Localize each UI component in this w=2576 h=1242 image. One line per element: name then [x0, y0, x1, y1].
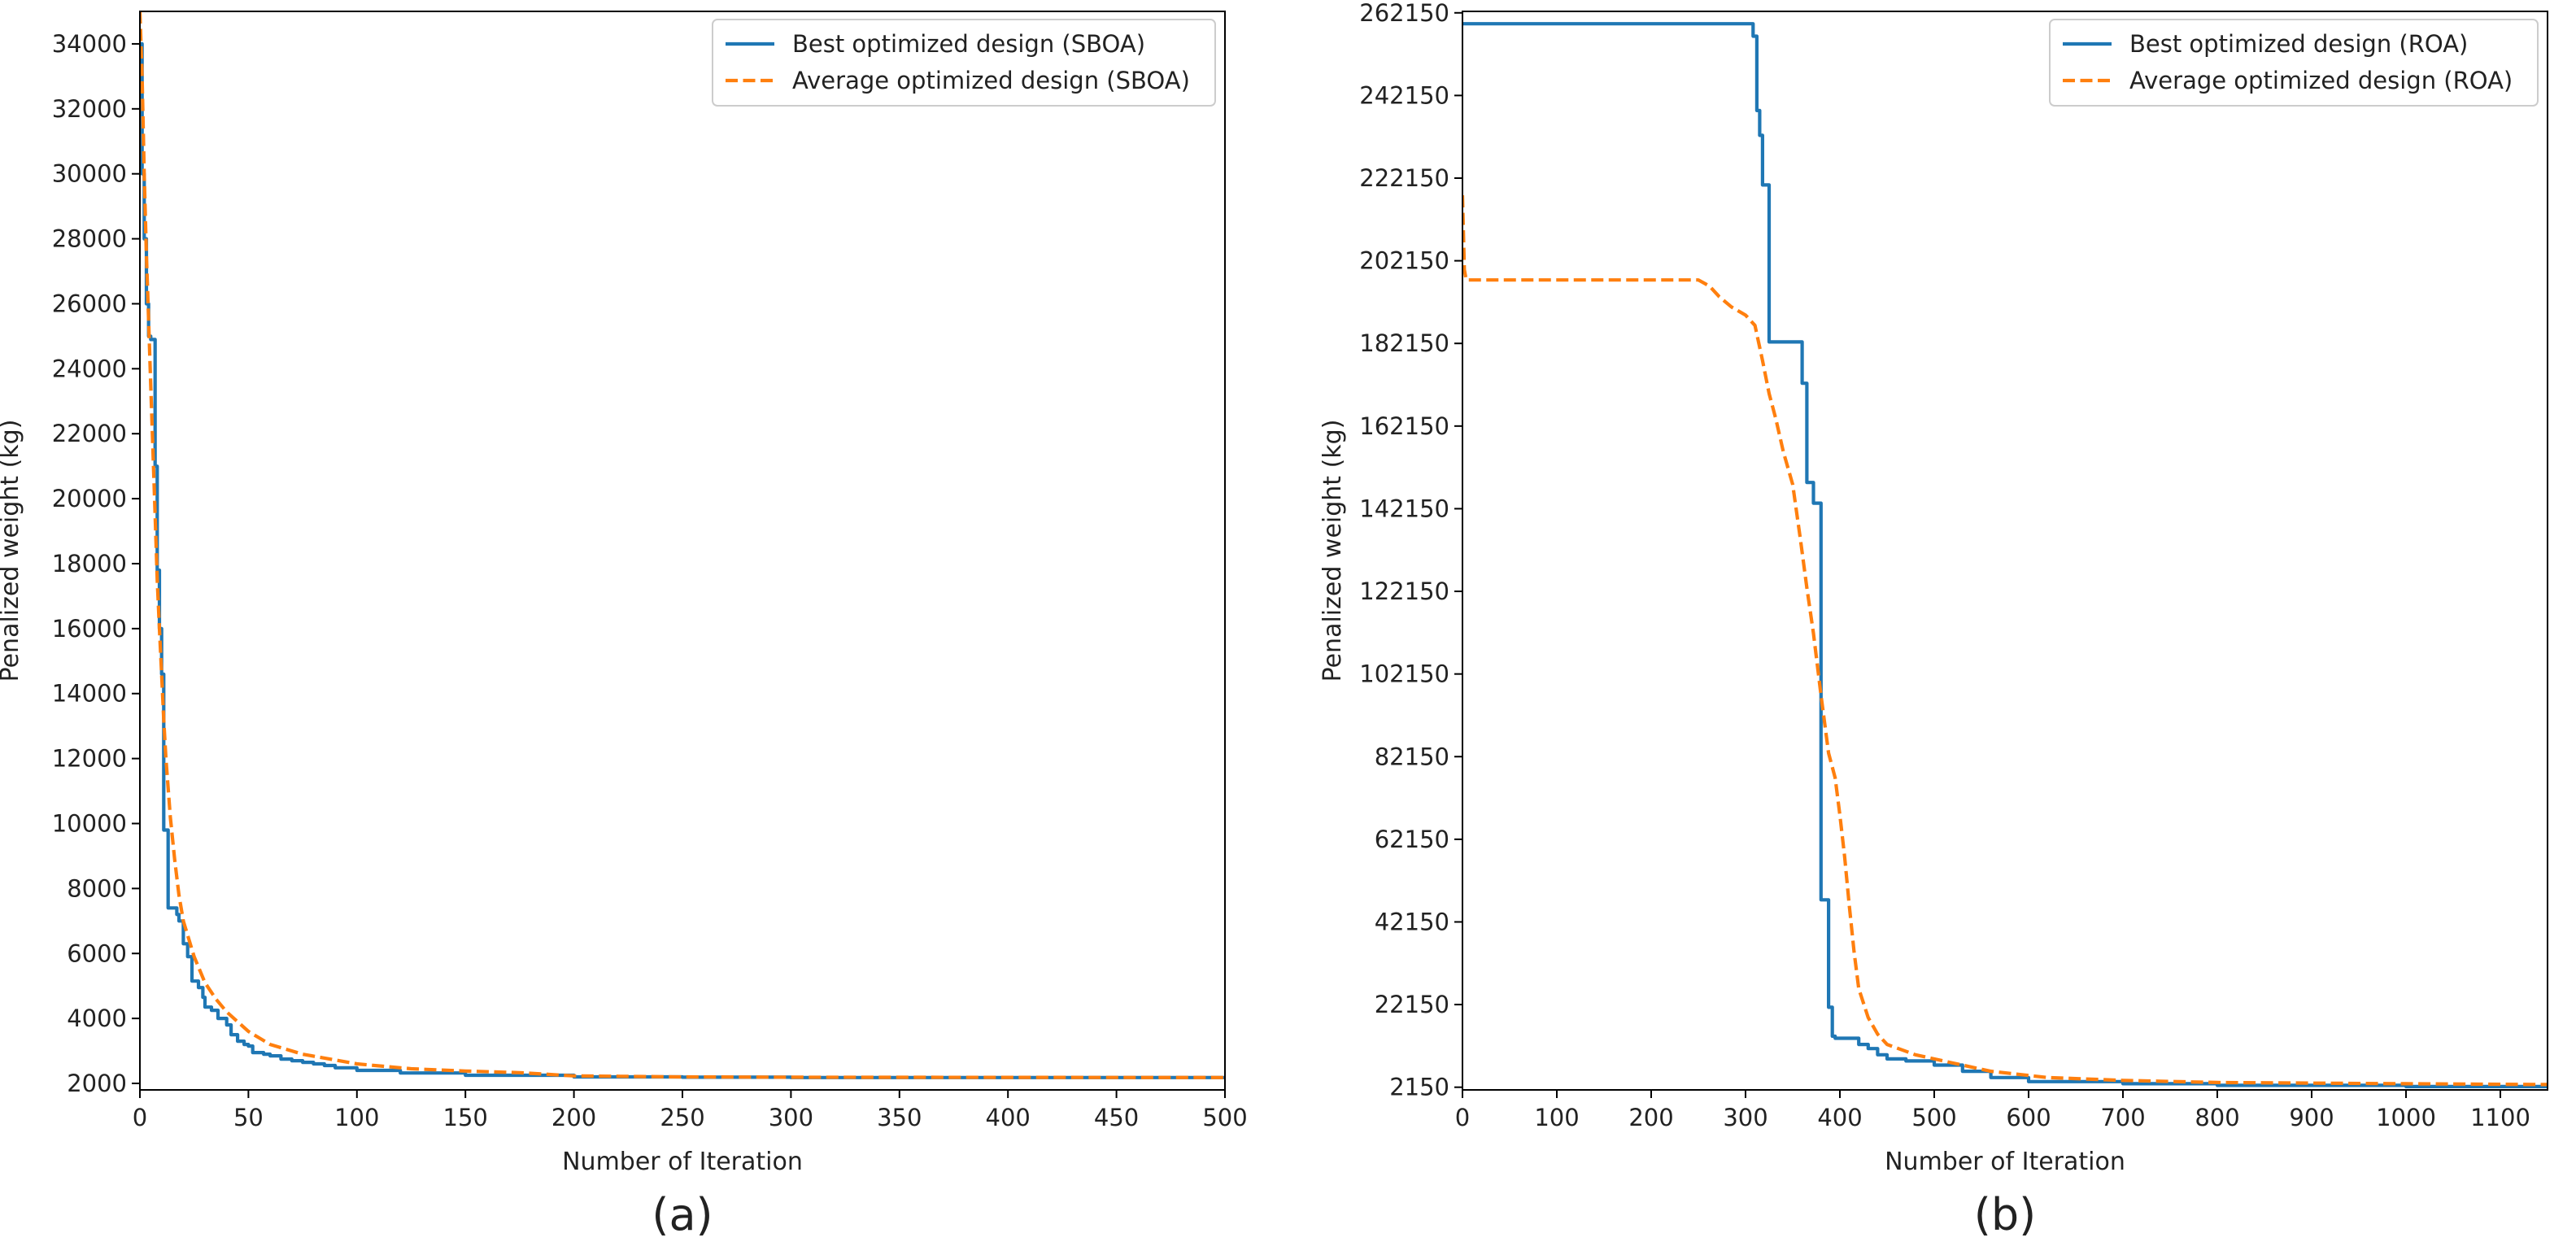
y-tick-label: 82150 — [1375, 743, 1449, 770]
y-axis-b: 2150 22150 42150 62150 82150 102150 122150 1421… — [1359, 0, 1462, 1101]
y-tick-label: 182150 — [1359, 329, 1449, 357]
y-tick-label: 122150 — [1359, 577, 1449, 605]
y-tick-label: 32000 — [52, 95, 127, 123]
x-tick-label: 250 — [660, 1104, 704, 1131]
chart-panel-a: 0 50 100 150 200 250 300 350 400 450 500 2000 4000 6… — [0, 11, 1248, 1240]
x-tick-label: 350 — [877, 1104, 922, 1131]
x-tick-label: 0 — [133, 1104, 147, 1131]
y-tick-label: 42150 — [1375, 908, 1449, 935]
x-axis-b: 0 100 200 300 400 500 600 700 800 900 1000 1100 — [1455, 1090, 2530, 1131]
y-tick-label: 4000 — [67, 1004, 127, 1032]
legend-label-best-a: Best optimized design (SBOA) — [792, 30, 1145, 58]
y-tick-label: 8000 — [67, 874, 127, 902]
x-tick-label: 800 — [2195, 1104, 2239, 1131]
y-tick-label: 20000 — [52, 485, 127, 512]
legend-b: Best optimized design (ROA) Average opti… — [2049, 19, 2539, 107]
series-layer-a — [140, 11, 1225, 1079]
x-axis-a: 0 50 100 150 200 250 300 350 400 450 500 — [133, 1090, 1248, 1131]
y-tick-label: 162150 — [1359, 412, 1449, 440]
series-line-average-a — [140, 11, 1225, 1079]
panel-label-a: (a) — [652, 1189, 713, 1240]
y-tick-label: 22150 — [1375, 991, 1449, 1018]
x-tick-label: 200 — [551, 1104, 596, 1131]
y-tick-label: 202150 — [1359, 247, 1449, 275]
y-tick-label: 10000 — [52, 809, 127, 837]
y-tick-label: 26000 — [52, 290, 127, 317]
y-tick-label: 262150 — [1359, 0, 1449, 27]
legend-label-average-b: Average optimized design (ROA) — [2129, 67, 2513, 94]
chart-panel-b: 0 100 200 300 400 500 600 700 800 900 1000 1100 215… — [1319, 0, 2548, 1240]
y-tick-label: 16000 — [52, 615, 127, 643]
series-line-best-a — [140, 41, 1225, 1079]
plot-frame-a — [139, 11, 1226, 1091]
series-line-average-b — [1462, 195, 2548, 1087]
series-line-best-b — [1462, 22, 2548, 1088]
y-axis-label-a: Penalized weight (kg) — [0, 420, 24, 682]
legend-label-average-a: Average optimized design (SBOA) — [792, 67, 1190, 94]
x-tick-label: 450 — [1094, 1104, 1139, 1131]
x-tick-label: 400 — [1817, 1104, 1862, 1131]
legend-label-best-b: Best optimized design (ROA) — [2129, 30, 2468, 58]
y-axis-label-b: Penalized weight (kg) — [1319, 420, 1347, 682]
x-tick-label: 1000 — [2376, 1104, 2436, 1131]
legend-box-b — [2049, 19, 2539, 107]
x-tick-label: 700 — [2100, 1104, 2145, 1131]
x-tick-label: 400 — [986, 1104, 1031, 1131]
y-tick-label: 6000 — [67, 939, 127, 967]
x-tick-label: 1100 — [2470, 1104, 2530, 1131]
plot-frame-b — [1462, 11, 2548, 1091]
x-tick-label: 300 — [1723, 1104, 1767, 1131]
y-tick-label: 18000 — [52, 550, 127, 577]
x-tick-label: 300 — [769, 1104, 813, 1131]
y-tick-label: 34000 — [52, 30, 127, 58]
y-tick-label: 22000 — [52, 420, 127, 447]
series-layer-b — [1462, 22, 2548, 1088]
x-tick-label: 600 — [2006, 1104, 2051, 1131]
y-tick-label: 2150 — [1389, 1074, 1449, 1101]
y-tick-label: 14000 — [52, 680, 127, 708]
x-tick-label: 100 — [1534, 1104, 1579, 1131]
y-tick-label: 242150 — [1359, 81, 1449, 109]
y-tick-label: 2000 — [67, 1070, 127, 1097]
y-tick-label: 142150 — [1359, 495, 1449, 522]
y-tick-label: 102150 — [1359, 660, 1449, 688]
x-tick-label: 150 — [443, 1104, 488, 1131]
x-tick-label: 500 — [1202, 1104, 1247, 1131]
y-tick-label: 24000 — [52, 355, 127, 382]
panel-label-b: (b) — [1974, 1189, 2036, 1240]
legend-box-a — [712, 19, 1216, 107]
x-tick-label: 0 — [1455, 1104, 1470, 1131]
y-tick-label: 222150 — [1359, 164, 1449, 192]
y-tick-label: 12000 — [52, 745, 127, 773]
y-tick-label: 30000 — [52, 160, 127, 188]
x-tick-label: 500 — [1911, 1104, 1956, 1131]
x-tick-label: 900 — [2289, 1104, 2334, 1131]
legend-a: Best optimized design (SBOA) Average opt… — [712, 19, 1216, 107]
y-tick-label: 62150 — [1375, 826, 1449, 853]
x-tick-label: 50 — [233, 1104, 264, 1131]
x-tick-label: 100 — [334, 1104, 379, 1131]
x-tick-label: 200 — [1628, 1104, 1673, 1131]
y-tick-label: 28000 — [52, 225, 127, 253]
x-axis-label-b: Number of Iteration — [1885, 1148, 2125, 1176]
y-axis-a: 2000 4000 6000 8000 10000 12000 14000 16000 1800… — [52, 30, 140, 1097]
x-axis-label-a: Number of Iteration — [562, 1148, 803, 1176]
